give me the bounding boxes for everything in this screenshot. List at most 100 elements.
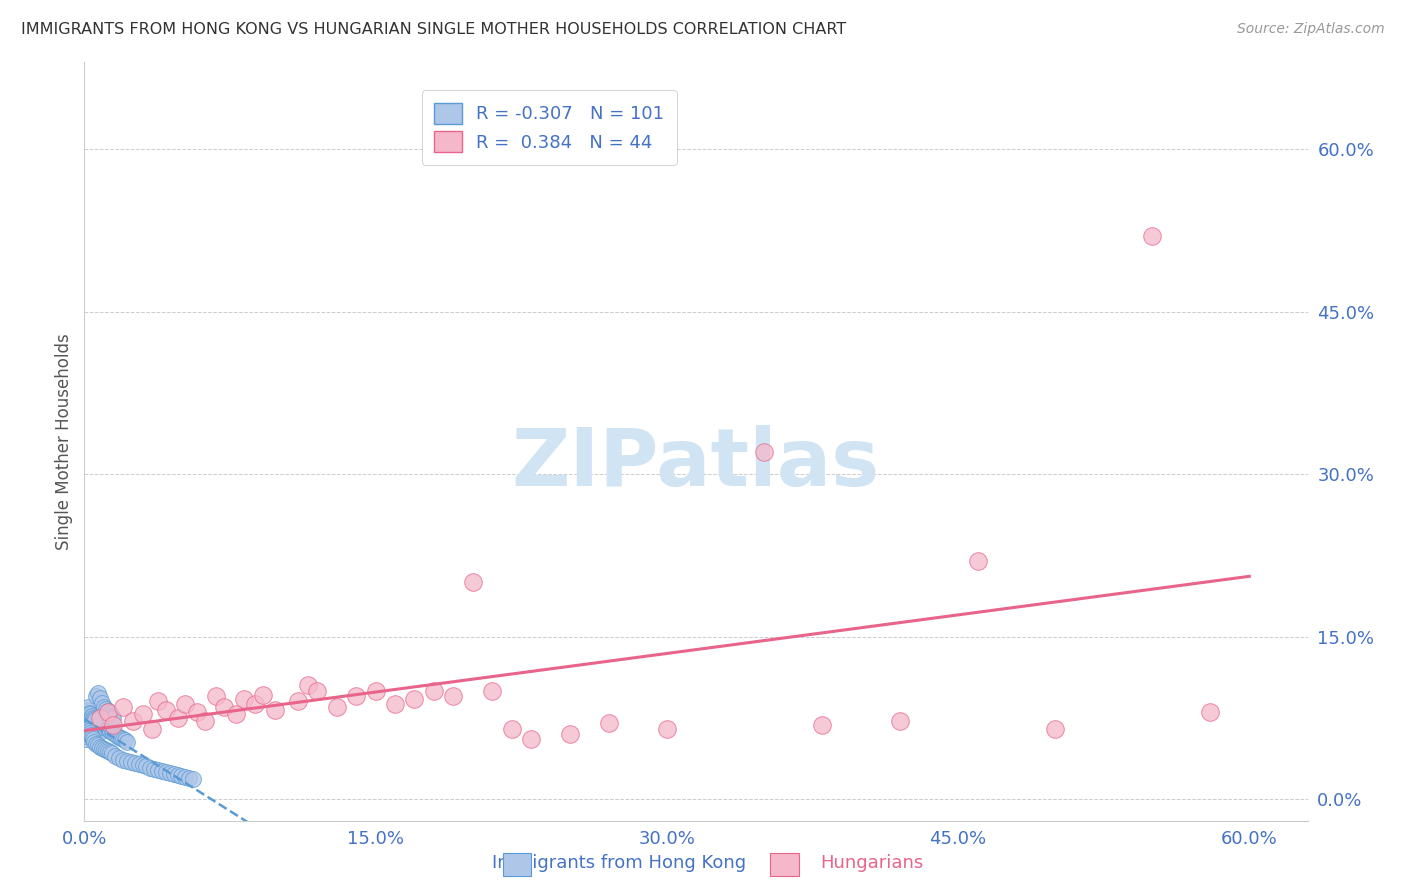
Point [77, 722, 100, 736]
Point [83, 734, 105, 748]
Point [122, 714, 145, 728]
Point [225, 707, 247, 722]
Point [174, 770, 197, 784]
Point [87, 738, 110, 752]
Point [94, 702, 117, 716]
Point [159, 766, 181, 780]
Point [112, 732, 135, 747]
Point [76, 703, 98, 717]
Point [150, 764, 173, 778]
Point [501, 722, 523, 736]
Point [82, 732, 104, 747]
Point [104, 748, 127, 763]
Text: IMMIGRANTS FROM HONG KONG VS HUNGARIAN SINGLE MOTHER HOUSEHOLDS CORRELATION CHAR: IMMIGRANTS FROM HONG KONG VS HUNGARIAN S… [21, 22, 846, 37]
Point [79, 719, 101, 733]
Point [97, 706, 120, 720]
Point [110, 731, 132, 746]
Point [423, 683, 446, 698]
Point [112, 753, 135, 767]
Point [93, 716, 115, 731]
Point [115, 754, 138, 768]
Point [93, 742, 115, 756]
Point [98, 746, 121, 760]
Point [181, 772, 204, 787]
Point [83, 715, 105, 730]
Point [89, 711, 111, 725]
Point [139, 760, 162, 774]
Legend: R = -0.307   N = 101, R =  0.384   N = 44: R = -0.307 N = 101, R = 0.384 N = 44 [422, 90, 676, 165]
Y-axis label: Single Mother Households: Single Mother Households [55, 334, 73, 549]
Point [94, 719, 117, 733]
Point [558, 727, 581, 741]
Point [76, 716, 98, 731]
Point [307, 683, 329, 698]
Point [79, 717, 101, 731]
Point [170, 769, 193, 783]
Point [90, 696, 112, 710]
Point [166, 768, 188, 782]
Point [79, 716, 101, 731]
Point [811, 718, 834, 732]
Point [889, 714, 911, 728]
Point [82, 730, 104, 744]
Point [84, 713, 107, 727]
Point [461, 575, 484, 590]
Point [263, 703, 285, 717]
Point [87, 717, 110, 731]
Point [100, 747, 122, 761]
Point [326, 699, 349, 714]
Point [90, 741, 112, 756]
Point [404, 692, 426, 706]
Point [82, 708, 104, 723]
Point [83, 718, 105, 732]
Point [79, 726, 101, 740]
Point [131, 707, 153, 722]
Point [364, 683, 387, 698]
Point [287, 694, 309, 708]
Text: Immigrants from Hong Kong: Immigrants from Hong Kong [492, 855, 745, 872]
Point [91, 721, 114, 735]
Point [598, 716, 620, 731]
Point [80, 709, 103, 723]
Point [90, 723, 112, 738]
Point [77, 706, 100, 721]
Point [89, 718, 111, 732]
Point [97, 704, 120, 718]
Point [120, 755, 142, 769]
Text: ZIPatlas: ZIPatlas [512, 425, 880, 503]
Point [112, 699, 135, 714]
Point [135, 759, 157, 773]
Point [75, 706, 97, 720]
Point [77, 711, 100, 725]
Point [76, 718, 98, 732]
Point [76, 727, 98, 741]
Point [441, 689, 464, 703]
Point [344, 689, 367, 703]
Point [94, 743, 117, 757]
Point [97, 722, 120, 736]
Point [87, 686, 110, 700]
Point [89, 691, 111, 706]
Point [115, 734, 138, 748]
Point [131, 758, 153, 772]
Point [82, 711, 104, 725]
Point [104, 727, 127, 741]
Point [76, 721, 98, 735]
Point [520, 732, 543, 747]
Point [481, 683, 503, 698]
Point [103, 726, 125, 740]
Point [105, 729, 128, 743]
Point [155, 764, 177, 779]
Point [98, 723, 121, 738]
Point [166, 711, 188, 725]
Point [84, 723, 107, 737]
Point [124, 756, 146, 771]
Point [80, 728, 103, 742]
Point [155, 703, 177, 717]
Point [103, 718, 125, 732]
Point [146, 694, 169, 708]
Point [163, 767, 186, 781]
Point [752, 445, 775, 459]
Text: Hungarians: Hungarians [820, 855, 924, 872]
Point [79, 707, 101, 722]
